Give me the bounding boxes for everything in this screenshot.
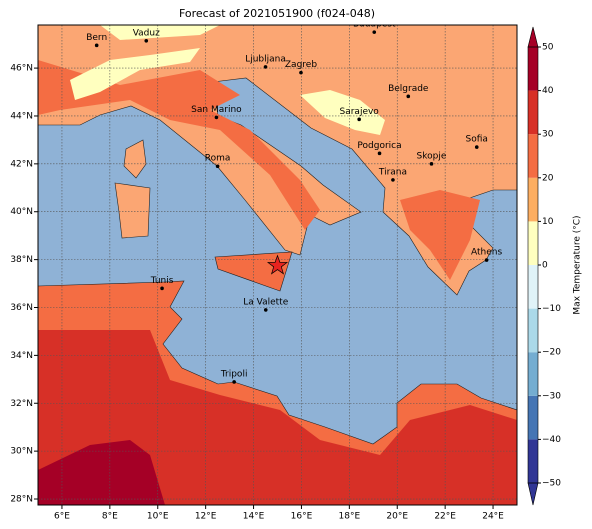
colorbar-tick-label: −40 (542, 435, 561, 445)
city-dot (429, 162, 434, 166)
colorbar-tick-label: 0 (542, 261, 548, 271)
y-tick-label: 32°N (10, 399, 33, 409)
y-tick-label: 40°N (10, 207, 33, 217)
city-dot (144, 39, 149, 43)
x-tick-label: 6°E (54, 512, 70, 522)
city-dot (372, 30, 377, 34)
city-dot (215, 164, 220, 169)
colorbar-bin (528, 308, 538, 353)
city-dot (391, 178, 395, 182)
warm-patch (400, 190, 480, 280)
colorbar-extend-low (527, 482, 539, 506)
x-tick-label: 10°E (147, 512, 169, 522)
city-dot (214, 115, 219, 120)
colorbar-tick-label: −10 (542, 304, 561, 314)
axes: 6°E 8°E 10°E 12°E 14°E 16°E 18°E 20°E 22°E 24°E 28… (10, 64, 504, 522)
colorbar-bin (528, 395, 538, 440)
colorbar-tick-label: −50 (542, 479, 561, 489)
colorbar-label: Max Temperature (°C) (573, 215, 583, 314)
city-dot (377, 151, 382, 156)
star-marker (266, 254, 289, 275)
cool-patch (70, 48, 200, 100)
x-tick-label: 16°E (291, 512, 313, 522)
sardinia (114, 182, 151, 239)
warm-patch (38, 60, 320, 230)
city-label: Sofia (466, 135, 488, 145)
city-label: Roma (205, 154, 231, 164)
graticule (38, 25, 517, 505)
city-label: Skopje (417, 151, 447, 161)
colorbar-tick-label: −20 (542, 348, 561, 358)
x-tick-label: 20°E (386, 512, 408, 522)
colorbar-bin (528, 439, 538, 483)
corsica (123, 139, 147, 179)
hottest-patch (38, 440, 165, 505)
city-label: San Marino (191, 105, 242, 115)
cool-patch (100, 25, 220, 40)
y-tick-label: 30°N (10, 447, 33, 457)
city-dot (357, 117, 361, 122)
y-tick-label: 34°N (10, 351, 33, 361)
x-tick-label: 18°E (339, 512, 361, 522)
city-label: Sarajevo (340, 107, 380, 117)
city-label: Tirana (378, 167, 407, 177)
city-label: Budapest (353, 20, 396, 30)
y-tick-label: 42°N (10, 159, 33, 169)
x-tick-label: 8°E (102, 512, 118, 522)
city-dot (160, 286, 164, 291)
city-label: La Valette (243, 297, 288, 307)
colorbar-tick-label: 30 (542, 130, 554, 140)
x-tick-label: 14°E (243, 512, 265, 522)
city-label: Ljubljana (245, 54, 286, 64)
colorbar-tick-label: 10 (542, 217, 554, 227)
city-dot (263, 308, 268, 312)
city-label: Zagreb (285, 60, 317, 70)
colorbar-extend-high (527, 26, 539, 48)
y-tick-label: 46°N (10, 64, 33, 74)
city-label: Podgorica (357, 141, 401, 151)
y-tick-label: 36°N (10, 303, 33, 313)
x-tick-label: 12°E (195, 512, 217, 522)
colorbar-bin (528, 221, 538, 265)
city-dot (484, 258, 489, 262)
city-label: Athens (471, 248, 502, 258)
map-title: Forecast of 2021051900 (f024-048) (179, 7, 375, 20)
colorbar-tick-label: 40 (542, 86, 554, 96)
colorbar-tick-label: 20 (542, 173, 554, 183)
colorbar-bin (528, 90, 538, 135)
x-tick-label: 22°E (434, 512, 456, 522)
colorbar-tick-label: −30 (542, 391, 561, 401)
city-dot (94, 43, 99, 48)
colorbar-bin (528, 134, 538, 178)
city-label: Belgrade (388, 84, 429, 94)
map-frame (37, 24, 518, 506)
city-label: Bern (86, 33, 107, 43)
y-tick-label: 38°N (10, 255, 33, 265)
colorbar: −50 −40 −30 −20 −10 0 10 20 30 40 50 (527, 26, 561, 506)
colorbar-tick-label: 50 (542, 43, 554, 53)
colorbar-bin (528, 177, 538, 222)
city-label: Tripoli (220, 369, 248, 379)
colorbar-bin (528, 265, 538, 309)
city-dot (263, 65, 268, 69)
x-tick-label: 24°E (482, 512, 504, 522)
colorbar-bin (528, 47, 538, 91)
cool-patch (300, 90, 385, 135)
city-dot (406, 94, 411, 99)
city-label: Vaduz (133, 28, 160, 38)
city-label: Tunis (150, 276, 174, 286)
y-tick-label: 44°N (10, 111, 33, 121)
y-tick-label: 28°N (10, 495, 33, 505)
colorbar-bin (528, 352, 538, 396)
city-dot (232, 380, 236, 384)
city-dot (299, 70, 303, 75)
city-dot (474, 145, 479, 149)
